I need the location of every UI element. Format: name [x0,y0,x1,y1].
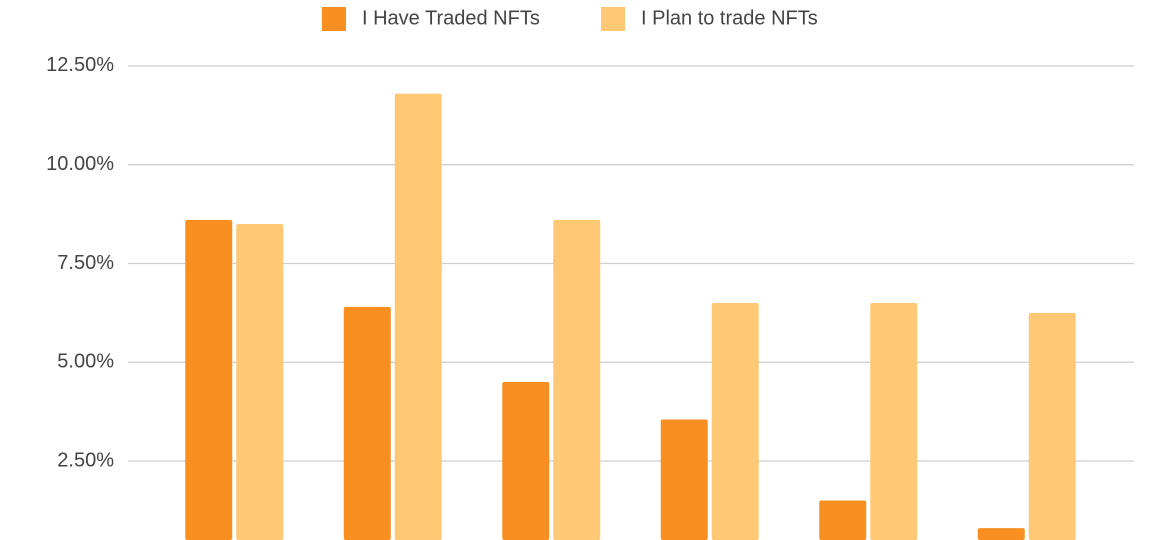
bar [711,302,759,540]
bar [553,220,601,540]
bar [236,223,284,540]
bar [502,381,550,540]
bar [394,93,442,540]
bar [185,220,233,540]
bar [1028,312,1076,540]
legend-swatch [601,7,625,31]
legend-label: I Plan to trade NFTs [641,7,818,29]
bar [977,528,1025,540]
y-tick-label: 7.50% [57,252,114,274]
y-tick-label: 12.50% [46,54,114,76]
bar [819,500,867,540]
legend-swatch [322,7,346,31]
y-tick-label: 10.00% [46,153,114,175]
y-tick-label: 2.50% [57,449,114,471]
y-tick-label: 5.00% [57,351,114,373]
bar [343,306,391,540]
bar [870,302,918,540]
legend-label: I Have Traded NFTs [362,7,540,29]
bar [660,419,708,540]
